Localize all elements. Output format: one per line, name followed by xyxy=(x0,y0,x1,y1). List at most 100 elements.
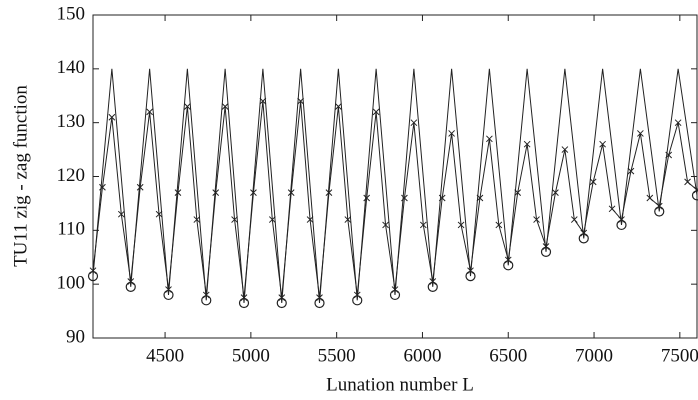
cross-marker xyxy=(89,267,97,275)
y-tick-label: 140 xyxy=(57,57,86,78)
circle-marker xyxy=(201,295,212,306)
cross-marker xyxy=(297,97,304,105)
cross-marker xyxy=(335,103,342,110)
cross-marker xyxy=(419,221,427,229)
cross-marker xyxy=(570,216,578,223)
x-tick-label: 5000 xyxy=(232,345,270,366)
cross-marker xyxy=(174,189,182,197)
cross-marker xyxy=(231,216,238,223)
cross-marker xyxy=(608,205,616,213)
cross-marker xyxy=(589,178,597,186)
cross-marker xyxy=(108,113,116,121)
cross-marker xyxy=(391,286,399,293)
y-tick-label: 130 xyxy=(57,111,86,132)
cross-marker xyxy=(146,108,153,116)
cross-marker xyxy=(684,178,691,186)
cross-marker xyxy=(580,229,588,237)
cross-marker xyxy=(240,294,248,301)
cross-marker xyxy=(457,221,465,229)
cross-marker xyxy=(212,189,220,197)
circle-marker xyxy=(125,281,136,292)
cross-marker xyxy=(287,189,295,197)
cross-marker xyxy=(344,216,352,223)
circle-marker xyxy=(465,270,476,282)
y-tick-label: 110 xyxy=(57,219,85,240)
cross-marker xyxy=(316,294,323,301)
cross-marker xyxy=(693,186,698,194)
cross-marker xyxy=(637,130,644,137)
circle-marker xyxy=(540,246,552,257)
cross-marker xyxy=(268,216,276,223)
y-axis-label: TU11 zig - zag function xyxy=(10,85,31,267)
cross-marker xyxy=(278,294,286,301)
cross-marker xyxy=(448,130,455,137)
circle-marker xyxy=(654,206,665,217)
cross-marker xyxy=(627,167,635,175)
cross-marker xyxy=(504,256,512,264)
cross-marker xyxy=(533,216,540,223)
cross-marker xyxy=(165,286,172,293)
y-tick-label: 90 xyxy=(66,326,85,347)
cross-marker xyxy=(401,194,408,202)
circle-marker xyxy=(276,297,287,309)
cross-marker xyxy=(410,119,418,127)
circle-marker xyxy=(87,270,99,282)
x-tick-label: 7500 xyxy=(661,345,698,366)
cross-marker xyxy=(523,140,531,148)
x-tick-label: 4500 xyxy=(146,345,184,366)
y-tick-label: 150 xyxy=(57,3,86,24)
cross-marker xyxy=(542,243,550,250)
cross-marker xyxy=(646,194,654,202)
circle-marker xyxy=(503,260,514,271)
cross-marker xyxy=(655,202,663,210)
x-tick-label: 7000 xyxy=(575,345,613,366)
cross-marker xyxy=(306,216,314,223)
cross-marker xyxy=(514,189,522,197)
circle-marker xyxy=(314,297,325,309)
circle-marker xyxy=(163,289,174,301)
cross-marker xyxy=(665,151,673,159)
cross-marker xyxy=(363,194,371,202)
cross-marker xyxy=(136,183,144,191)
x-axis-label: Lunation number L xyxy=(326,374,474,395)
cross-marker xyxy=(221,103,229,110)
cross-marker xyxy=(127,278,135,285)
cross-marker xyxy=(486,135,493,143)
cross-marker xyxy=(184,103,191,110)
cross-marker xyxy=(155,210,163,218)
x-tick-label: 6000 xyxy=(403,345,441,366)
cross-marker xyxy=(552,189,559,197)
circle-marker xyxy=(578,233,589,244)
cross-marker xyxy=(476,194,484,202)
cross-marker xyxy=(438,194,446,202)
y-tick-label: 120 xyxy=(57,165,86,186)
cross-marker xyxy=(618,216,625,223)
circle-marker xyxy=(616,219,627,231)
cross-marker xyxy=(250,189,257,197)
cross-marker xyxy=(561,146,569,153)
cross-marker xyxy=(429,278,437,285)
y-tick-label: 100 xyxy=(57,273,86,294)
cross-marker xyxy=(674,119,682,127)
cross-marker xyxy=(467,267,474,275)
cross-marker xyxy=(382,221,389,229)
circle-marker xyxy=(427,281,438,292)
cross-marker xyxy=(193,216,201,223)
zigzag-line xyxy=(92,68,698,304)
circle-marker xyxy=(691,190,698,201)
circle-marker xyxy=(389,289,401,301)
cross-marker xyxy=(202,291,210,299)
cross-marker xyxy=(99,183,106,191)
cross-marker xyxy=(495,221,503,229)
cross-marker xyxy=(117,210,125,218)
zigzag-line xyxy=(92,101,698,298)
circle-marker xyxy=(238,297,250,309)
cross-marker xyxy=(325,189,333,197)
circle-marker xyxy=(352,295,363,306)
cross-marker xyxy=(259,97,267,105)
cross-marker xyxy=(353,291,361,299)
cross-marker xyxy=(599,140,606,148)
cross-marker xyxy=(372,108,380,116)
x-tick-label: 6500 xyxy=(489,345,527,366)
